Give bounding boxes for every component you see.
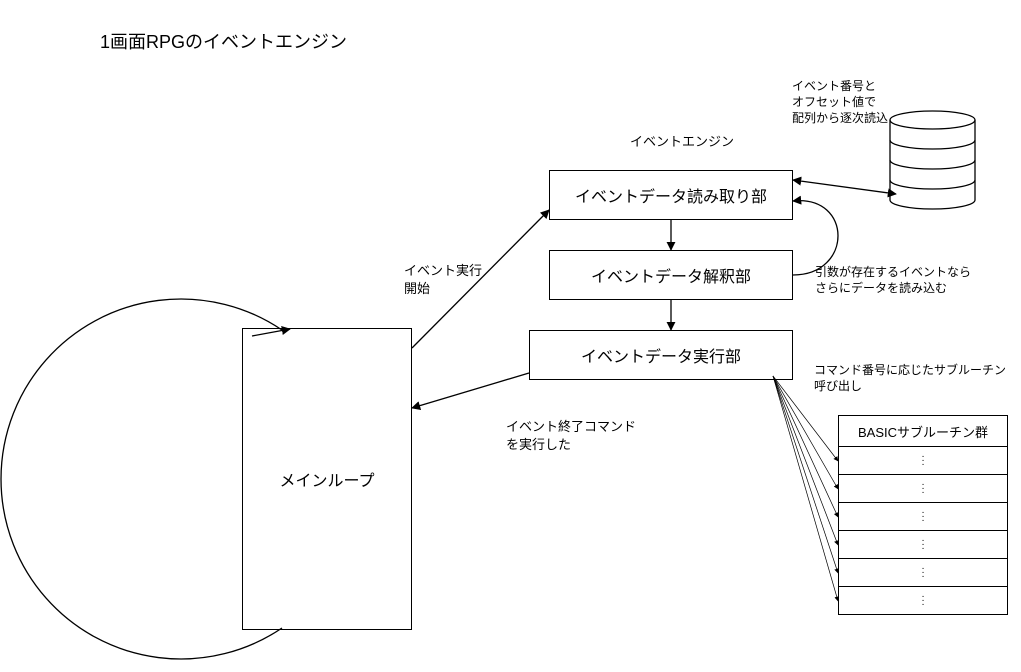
node-mainloop-label: メインループ xyxy=(279,467,374,491)
annotation-storage: イベント番号と オフセット値で 配列から逐次読込 xyxy=(792,78,888,127)
node-reader-label: イベントデータ読み取り部 xyxy=(575,183,767,207)
node-interpreter: イベントデータ解釈部 xyxy=(549,250,793,300)
annotation-end: イベント終了コマンド を実行した xyxy=(506,418,636,453)
vdots-icon: ··· xyxy=(921,567,924,579)
annotation-start: イベント実行 開始 xyxy=(404,262,482,297)
node-interpreter-label: イベントデータ解釈部 xyxy=(591,263,751,287)
vdots-icon: ··· xyxy=(921,511,924,523)
engine-section-label: イベントエンジン xyxy=(630,133,734,151)
node-reader: イベントデータ読み取り部 xyxy=(549,170,793,220)
vdots-icon: ··· xyxy=(921,483,924,495)
subroutine-header: BASICサブルーチン群 xyxy=(838,415,1008,447)
subroutine-row: ··· xyxy=(838,559,1008,587)
subroutine-row: ··· xyxy=(838,531,1008,559)
subroutine-header-label: BASICサブルーチン群 xyxy=(858,422,988,441)
subroutine-row: ··· xyxy=(838,475,1008,503)
subroutine-group: BASICサブルーチン群 ··· ··· ··· ··· ··· ··· xyxy=(838,415,1008,615)
vdots-icon: ··· xyxy=(921,595,924,607)
annotation-loopback: 引数が存在するイベントなら さらにデータを読み込む xyxy=(815,264,971,296)
page-title: 1画面RPGのイベントエンジン xyxy=(100,30,347,54)
annotation-dispatch: コマンド番号に応じたサブルーチン 呼び出し xyxy=(814,362,1006,394)
node-executor: イベントデータ実行部 xyxy=(529,330,793,380)
subroutine-row: ··· xyxy=(838,447,1008,475)
vdots-icon: ··· xyxy=(921,539,924,551)
subroutine-row: ··· xyxy=(838,587,1008,615)
node-executor-label: イベントデータ実行部 xyxy=(581,343,741,367)
vdots-icon: ··· xyxy=(921,455,924,467)
node-mainloop: メインループ xyxy=(242,328,412,630)
subroutine-row: ··· xyxy=(838,503,1008,531)
